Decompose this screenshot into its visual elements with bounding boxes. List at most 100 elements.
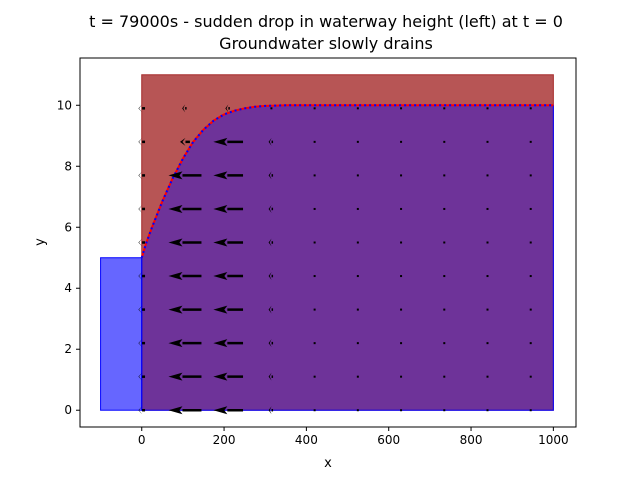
y-tick-label: 6 (64, 220, 72, 234)
flow-arrow (356, 241, 359, 244)
x-tick-label: 600 (377, 433, 400, 447)
chart-title-line-2: Groundwater slowly drains (219, 34, 433, 53)
flow-arrow (529, 375, 532, 378)
flow-arrow (443, 207, 446, 210)
flow-arrow (313, 174, 316, 177)
soil-region (141, 74, 554, 411)
groundwater-area (141, 104, 554, 411)
flow-arrow (168, 406, 202, 415)
flow-arrow (400, 342, 403, 345)
flow-arrow (486, 241, 489, 244)
flow-arrow (486, 207, 489, 210)
x-tick-label: 0 (138, 433, 146, 447)
flow-arrow (213, 137, 244, 146)
flow-arrow (168, 272, 202, 281)
flow-arrow (213, 171, 244, 180)
flow-arrow (443, 275, 446, 278)
flow-arrow (356, 275, 359, 278)
flow-arrow (213, 238, 244, 247)
flow-arrow (268, 372, 274, 381)
chart-title-line-1: t = 79000s - sudden drop in waterway hei… (89, 12, 563, 31)
flow-arrow (486, 308, 489, 311)
flow-arrow (443, 107, 446, 110)
flow-arrow (168, 339, 202, 348)
flow-arrow (400, 107, 403, 110)
flow-arrow (400, 308, 403, 311)
flow-arrow (356, 375, 359, 378)
flow-arrow (168, 204, 202, 213)
flow-arrow (168, 238, 202, 247)
y-tick-label: 10 (57, 98, 72, 112)
flow-arrow (268, 171, 274, 180)
flow-arrow (313, 375, 316, 378)
flow-arrow (313, 308, 316, 311)
flow-arrow (268, 305, 274, 314)
flow-arrow (168, 171, 202, 180)
flow-arrow (400, 275, 403, 278)
flow-arrow (180, 137, 190, 146)
flow-arrow (138, 272, 146, 281)
flow-arrow (225, 104, 230, 113)
flow-arrow (313, 207, 316, 210)
y-axis-label: y (33, 238, 48, 246)
flow-arrow (356, 409, 359, 412)
flow-arrow (529, 308, 532, 311)
flow-arrow (356, 174, 359, 177)
flow-arrow (356, 207, 359, 210)
flow-arrow (213, 339, 244, 348)
flow-arrow (313, 107, 316, 110)
flow-arrow (400, 241, 403, 244)
flow-arrow (443, 174, 446, 177)
plot-area (100, 74, 554, 415)
water-table-line-blue (140, 104, 554, 259)
flow-arrow (213, 406, 244, 415)
flow-arrow (400, 140, 403, 143)
x-tick-label: 400 (295, 433, 318, 447)
x-tick-label: 800 (460, 433, 483, 447)
flow-arrow (138, 104, 146, 113)
flow-arrow (356, 342, 359, 345)
flow-arrow (138, 238, 146, 247)
flow-arrow (356, 140, 359, 143)
flow-arrow (213, 204, 244, 213)
flow-arrow (443, 342, 446, 345)
flow-arrow (270, 107, 273, 110)
flow-arrow (443, 409, 446, 412)
axes: 0 200 400 600 800 1000 0 2 4 6 8 10 (57, 57, 577, 447)
flow-arrow (529, 140, 532, 143)
flow-arrow (313, 342, 316, 345)
flow-arrow (313, 140, 316, 143)
axes-frame (79, 57, 577, 428)
x-tick-label: 200 (213, 433, 236, 447)
flow-arrow (400, 174, 403, 177)
flow-arrow (486, 107, 489, 110)
flow-arrow (213, 305, 244, 314)
flow-arrow (529, 107, 532, 110)
flow-arrow (268, 339, 274, 348)
flow-arrow (400, 207, 403, 210)
flow-arrow (138, 406, 146, 415)
flow-arrow (529, 409, 532, 412)
flow-arrow (443, 308, 446, 311)
flow-arrow (168, 305, 202, 314)
flow-arrow (356, 107, 359, 110)
flow-arrow (138, 372, 146, 381)
y-tick-label: 8 (64, 159, 72, 173)
flow-arrow (268, 204, 274, 213)
y-tick-label: 0 (64, 403, 72, 417)
flow-arrow (529, 275, 532, 278)
flow-arrow (529, 174, 532, 177)
flow-arrow (486, 375, 489, 378)
flow-arrow (138, 171, 146, 180)
flow-arrow (356, 308, 359, 311)
flow-arrow (138, 204, 146, 213)
flow-arrow (529, 241, 532, 244)
flow-arrow (529, 342, 532, 345)
flow-arrow (182, 104, 187, 113)
flow-arrow (443, 375, 446, 378)
y-tick-label: 4 (64, 281, 72, 295)
flow-arrow (268, 272, 274, 281)
flow-arrow (486, 342, 489, 345)
flow-arrow (486, 140, 489, 143)
